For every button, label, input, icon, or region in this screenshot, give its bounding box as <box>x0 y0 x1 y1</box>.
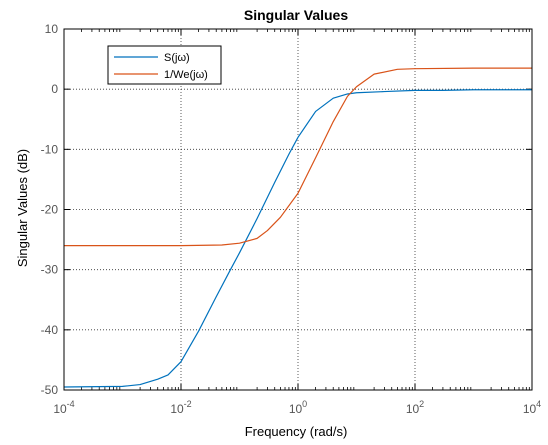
y-tick-label: -30 <box>41 263 59 277</box>
chart-title: Singular Values <box>244 7 348 23</box>
x-tick-label: 10-2 <box>170 399 191 416</box>
y-axis-label: Singular Values (dB) <box>15 149 30 267</box>
y-tick-label: -50 <box>41 383 59 397</box>
y-tick-label: 0 <box>51 82 58 96</box>
legend-box <box>107 45 222 85</box>
legend-label-s: S(jω) <box>164 52 190 64</box>
x-tick-label: 10-4 <box>53 399 74 416</box>
y-tick-label: -20 <box>41 203 59 217</box>
x-tick-label: 102 <box>406 399 424 416</box>
legend: S(jω) 1/We(jω) <box>107 45 222 85</box>
x-axis-label: Frequency (rad/s) <box>245 424 348 439</box>
y-tick-label: 10 <box>45 22 59 36</box>
x-tick-label: 104 <box>523 399 541 416</box>
y-tick-label: -10 <box>41 142 59 156</box>
y-tick-label: -40 <box>41 323 59 337</box>
series-line-1 <box>64 67 532 247</box>
x-tick-label: 100 <box>289 399 307 416</box>
series-line-0 <box>63 89 532 388</box>
legend-label-we: 1/We(jω) <box>164 69 208 81</box>
plot-frame <box>63 28 533 391</box>
